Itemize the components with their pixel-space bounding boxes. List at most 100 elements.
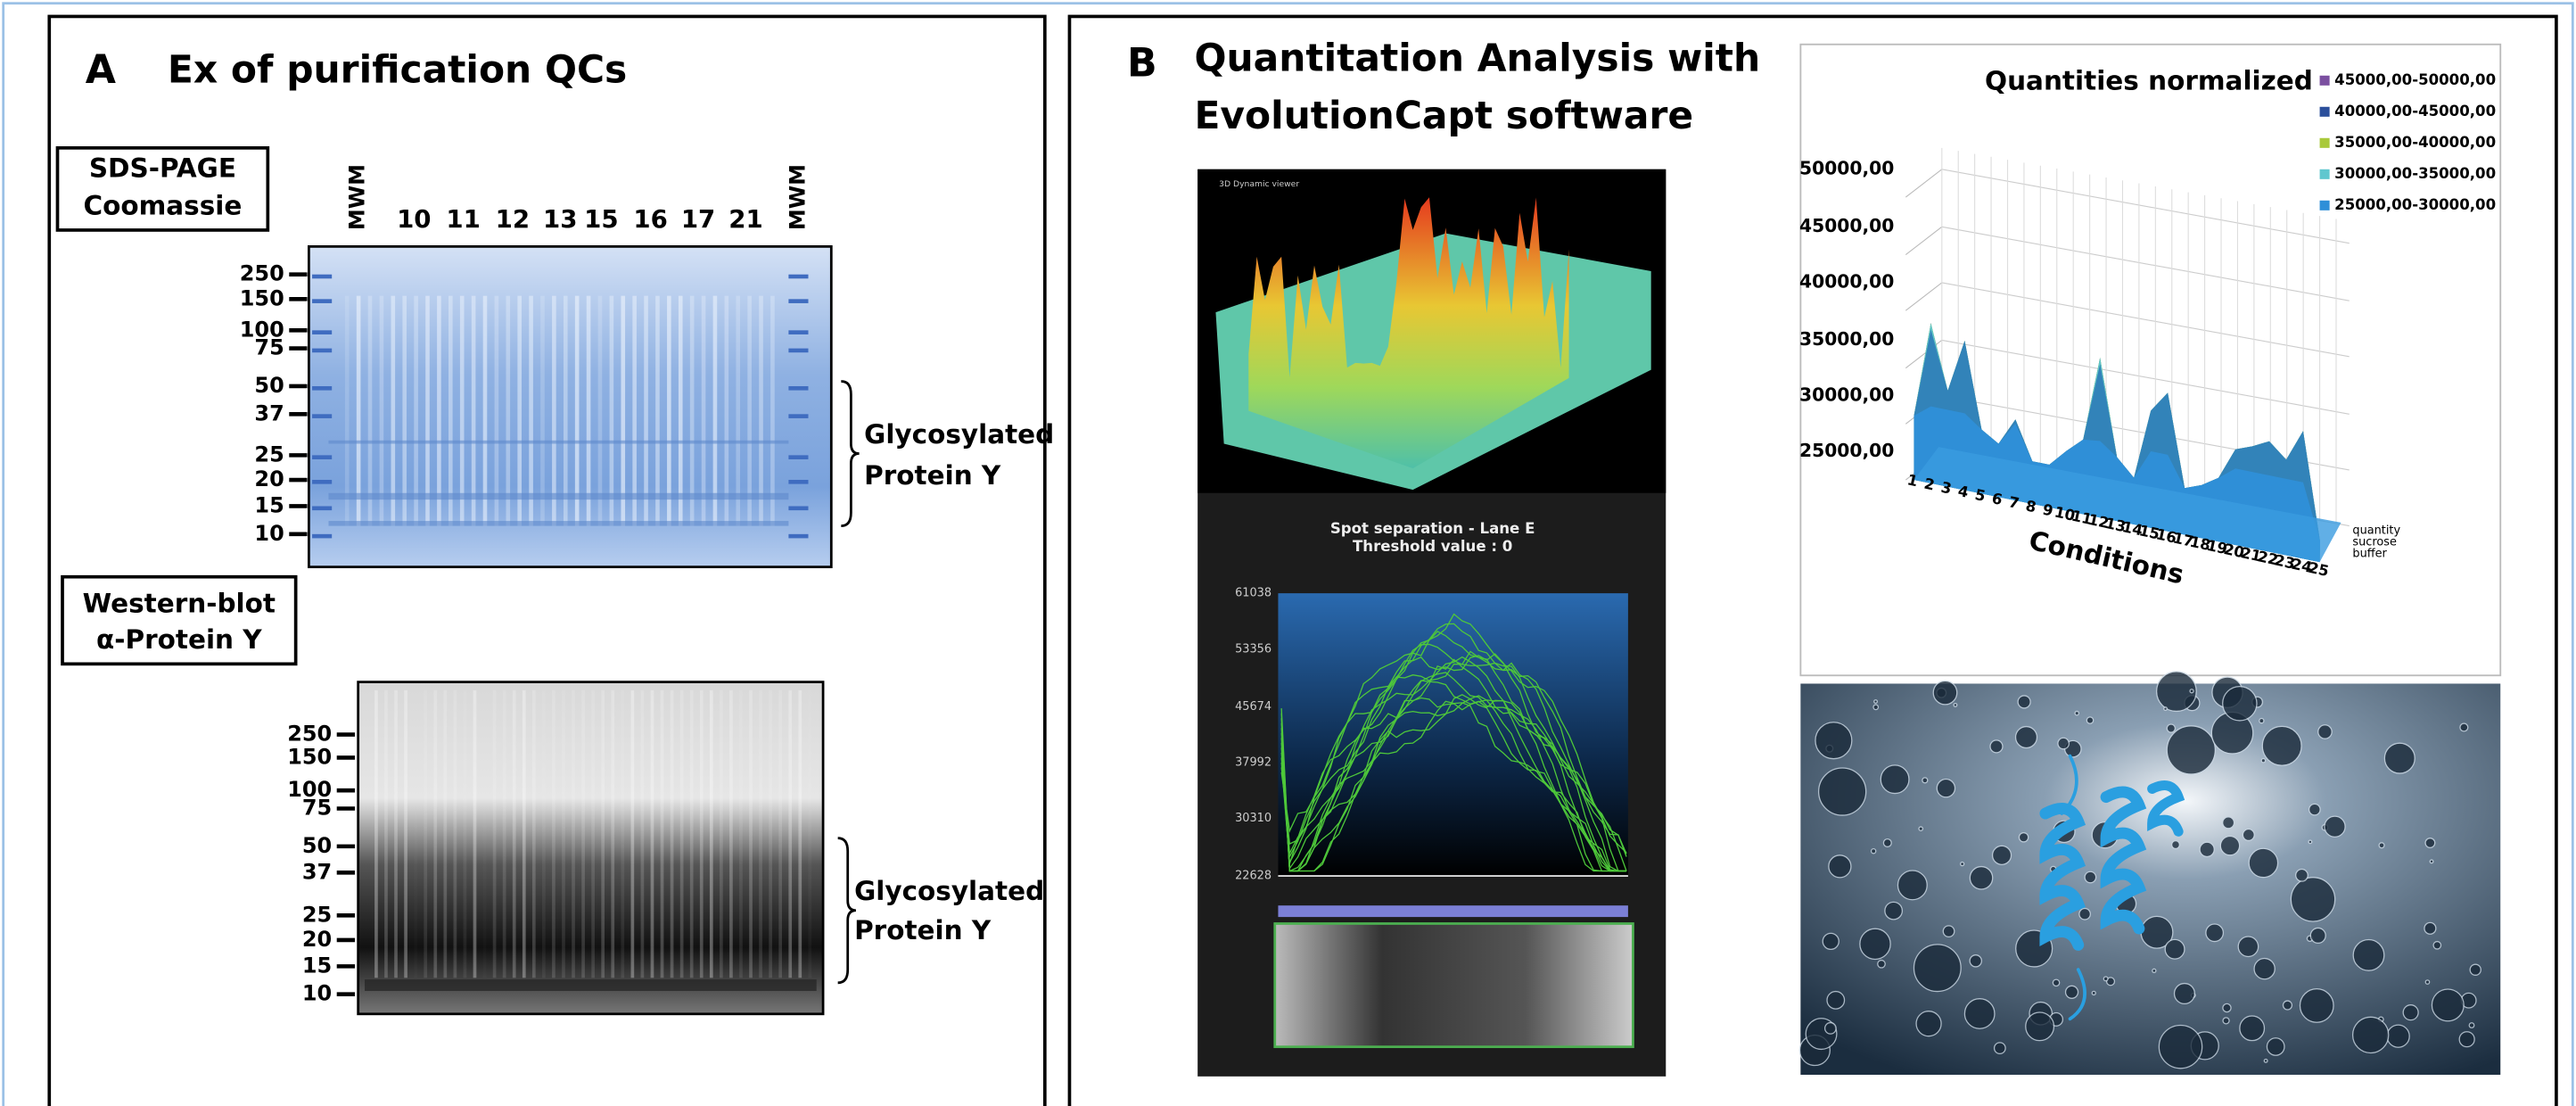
panel-label: A — [86, 47, 116, 93]
lane-label: 17 — [681, 204, 715, 234]
marker-label: 20 — [302, 927, 332, 952]
bubble — [2254, 959, 2275, 979]
legend-swatch — [2320, 169, 2330, 179]
marker-label: 10 — [254, 521, 284, 546]
streak — [631, 690, 635, 978]
ladder-band — [788, 275, 808, 279]
streak — [483, 296, 488, 526]
ladder-band — [312, 330, 332, 334]
bubble — [2223, 687, 2257, 721]
box-label: Western-blot — [83, 589, 276, 619]
bracket-label: Glycosylated — [854, 876, 1044, 906]
ladder-band — [788, 414, 808, 418]
bubble — [2086, 717, 2093, 723]
bubble — [1872, 849, 1876, 854]
streak — [460, 296, 465, 526]
legend-label: 40000,00-45000,00 — [2334, 103, 2496, 120]
streak — [402, 296, 407, 526]
bubble — [2309, 840, 2312, 844]
streak — [610, 296, 614, 526]
streak — [368, 296, 373, 526]
streak — [739, 690, 743, 978]
streak — [454, 690, 457, 978]
bubble — [2190, 689, 2193, 693]
bubble — [1819, 768, 1866, 815]
bubble — [2291, 878, 2334, 921]
marker-label: 75 — [254, 335, 284, 360]
marker-label: 10 — [302, 981, 332, 1006]
marker-label: 25 — [302, 902, 332, 927]
streak — [424, 690, 427, 978]
bubble — [2403, 1005, 2418, 1020]
depth-label: buffer — [2352, 547, 2387, 560]
streak — [443, 690, 447, 978]
streak — [749, 690, 753, 978]
lane-label: 13 — [543, 204, 577, 234]
band — [328, 441, 788, 444]
streak — [483, 690, 487, 978]
streak — [517, 296, 522, 526]
bubble — [2103, 977, 2108, 981]
bubble — [2469, 1023, 2474, 1028]
bubble — [2249, 848, 2277, 877]
bubble — [1990, 740, 2003, 753]
streak — [472, 296, 476, 526]
bracket-label: Glycosylated — [864, 419, 1054, 450]
marker-label: 15 — [254, 492, 284, 517]
bubble — [2262, 726, 2301, 765]
streak — [414, 296, 418, 526]
bubble — [2066, 986, 2078, 998]
streak — [529, 296, 533, 526]
streak — [394, 690, 398, 978]
streak — [736, 296, 740, 526]
mwm-label: MWM — [785, 164, 810, 230]
bubble — [2159, 1026, 2202, 1069]
streak — [404, 690, 407, 978]
streak — [506, 296, 510, 526]
viewer-caption: 3D Dynamic viewer — [1219, 179, 1299, 189]
bubble — [2018, 696, 2030, 708]
streak — [690, 296, 695, 526]
bracket — [841, 381, 859, 525]
streak — [503, 690, 506, 978]
bubble — [2172, 841, 2180, 849]
lane-label: 21 — [728, 204, 762, 234]
bubble — [2470, 964, 2481, 975]
bubble — [2425, 838, 2435, 848]
streak — [523, 690, 526, 978]
bubble — [2460, 723, 2468, 731]
legend-label: 45000,00-50000,00 — [2334, 71, 2496, 88]
streak — [729, 690, 733, 978]
legend-swatch — [2320, 107, 2330, 117]
streak — [710, 690, 713, 978]
legend-swatch — [2320, 138, 2330, 148]
bubble — [2283, 1001, 2292, 1010]
bubble — [2016, 727, 2037, 748]
ladder-band — [312, 506, 332, 510]
lane-image — [1275, 923, 1634, 1046]
bubble — [1878, 961, 1885, 968]
streak — [747, 296, 752, 526]
marker-label: 37 — [254, 400, 284, 425]
streak — [641, 690, 645, 978]
streak — [345, 296, 350, 526]
bubble — [1874, 700, 1878, 704]
marker-label: 250 — [240, 261, 284, 286]
marker-label: 75 — [302, 796, 332, 821]
panel-label: B — [1127, 41, 1157, 87]
marker-label: 50 — [302, 833, 332, 858]
bubble — [2387, 1025, 2409, 1047]
bubble — [1883, 839, 1891, 847]
bracket — [838, 838, 856, 983]
bubble — [2261, 758, 2265, 762]
ladder-band — [312, 414, 332, 418]
bubble — [1922, 778, 1928, 783]
bubble — [2019, 833, 2028, 842]
streak — [713, 296, 718, 526]
band — [328, 521, 788, 526]
streak — [532, 690, 536, 978]
bubble — [2240, 1016, 2265, 1041]
streak — [391, 296, 396, 526]
ladder-band — [788, 299, 808, 303]
streak — [621, 296, 625, 526]
